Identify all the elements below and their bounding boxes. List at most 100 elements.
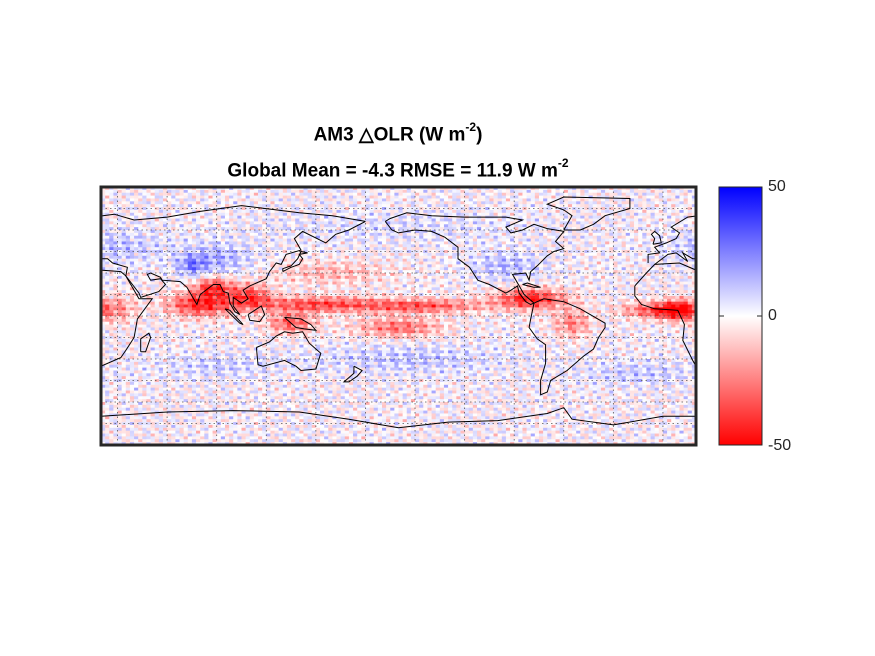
heatmap-cell	[220, 215, 226, 219]
heatmap-cell	[154, 281, 160, 285]
heatmap-cell	[518, 261, 523, 265]
heatmap-cell	[679, 224, 684, 228]
heatmap-cell	[233, 273, 238, 277]
heatmap-cell	[538, 281, 544, 285]
heatmap-cell	[138, 255, 143, 260]
heatmap-cell	[667, 187, 672, 191]
heatmap-cell	[423, 241, 428, 245]
heatmap-cell	[592, 192, 598, 196]
heatmap-cell	[179, 187, 185, 191]
heatmap-cell	[274, 284, 280, 288]
heatmap-cell	[671, 281, 676, 285]
heatmap-cell	[518, 189, 523, 194]
heatmap-cell	[691, 261, 696, 265]
heatmap-cell	[501, 195, 507, 199]
heatmap-cell	[572, 230, 577, 234]
heatmap-cell	[485, 201, 490, 205]
heatmap-cell	[588, 209, 594, 214]
heatmap-cell	[547, 255, 552, 260]
heatmap-cell	[291, 227, 296, 231]
heatmap-cell	[419, 252, 424, 257]
heatmap-cell	[439, 230, 445, 234]
heatmap-cell	[216, 278, 222, 282]
heatmap-cell	[555, 218, 561, 222]
heatmap-cell	[340, 192, 346, 196]
heatmap-cell	[667, 258, 672, 262]
heatmap-cell	[167, 215, 172, 219]
heatmap-cell	[629, 258, 635, 262]
heatmap-cell	[324, 204, 329, 208]
heatmap-cell	[588, 212, 594, 217]
heatmap-cell	[671, 264, 676, 268]
heatmap-cell	[468, 264, 474, 268]
heatmap-cell	[101, 192, 106, 196]
heatmap-cell	[526, 209, 532, 214]
heatmap-cell	[212, 284, 218, 288]
heatmap-cell	[572, 212, 577, 217]
heatmap-cell	[233, 244, 238, 248]
heatmap-cell	[196, 281, 201, 285]
heatmap-cell	[353, 212, 358, 217]
heatmap-cell	[596, 267, 602, 271]
heatmap-cell	[538, 215, 544, 219]
heatmap-cell	[625, 187, 631, 191]
heatmap-cell	[129, 230, 135, 234]
heatmap-cell	[431, 221, 437, 225]
heatmap-cell	[241, 255, 247, 260]
heatmap-cell	[435, 189, 441, 194]
heatmap-cell	[286, 252, 292, 257]
heatmap-cell	[621, 189, 627, 194]
heatmap-cell	[162, 201, 168, 205]
heatmap-cell	[216, 258, 222, 262]
heatmap-cell	[146, 273, 151, 277]
heatmap-cell	[224, 264, 230, 268]
heatmap-cell	[439, 198, 445, 202]
heatmap-cell	[121, 258, 127, 262]
heatmap-cell	[675, 201, 680, 205]
heatmap-cell	[679, 195, 684, 199]
heatmap-cell	[105, 209, 110, 214]
heatmap-cell	[559, 192, 565, 196]
heatmap-cell	[435, 281, 441, 285]
heatmap-cell	[311, 224, 317, 228]
heatmap-cell	[654, 209, 660, 214]
heatmap-cell	[617, 273, 623, 277]
heatmap-cell	[241, 252, 247, 257]
heatmap-cell	[485, 270, 490, 274]
heatmap-cell	[485, 195, 490, 199]
heatmap-cell	[654, 247, 660, 251]
heatmap-cell	[229, 221, 234, 225]
heatmap-cell	[208, 198, 213, 202]
heatmap-cell	[291, 201, 296, 205]
heatmap-cell	[555, 252, 561, 257]
heatmap-cell	[365, 281, 370, 285]
heatmap-cell	[576, 224, 581, 228]
heatmap-cell	[621, 215, 627, 219]
heatmap-cell	[361, 224, 366, 228]
heatmap-cell	[187, 258, 193, 262]
heatmap-cell	[129, 255, 135, 260]
heatmap-cell	[216, 275, 222, 280]
heatmap-cell	[332, 198, 337, 202]
heatmap-cell	[196, 273, 201, 277]
heatmap-cell	[224, 198, 230, 202]
heatmap-cell	[456, 267, 461, 271]
heatmap-cell	[324, 212, 329, 217]
heatmap-cell	[634, 238, 639, 242]
heatmap-cell	[245, 273, 251, 277]
heatmap-cell	[398, 270, 404, 274]
heatmap-cell	[101, 218, 106, 222]
heatmap-cell	[121, 221, 127, 225]
heatmap-cell	[675, 255, 680, 260]
heatmap-cell	[588, 252, 594, 257]
heatmap-cell	[295, 264, 300, 268]
heatmap-cell	[427, 201, 432, 205]
heatmap-cell	[530, 275, 536, 280]
heatmap-cell	[431, 275, 437, 280]
heatmap-cell	[142, 230, 147, 234]
heatmap-cell	[212, 244, 218, 248]
heatmap-cell	[638, 247, 643, 251]
heatmap-cell	[588, 241, 594, 245]
heatmap-cell	[559, 207, 565, 211]
heatmap-cell	[377, 201, 383, 205]
